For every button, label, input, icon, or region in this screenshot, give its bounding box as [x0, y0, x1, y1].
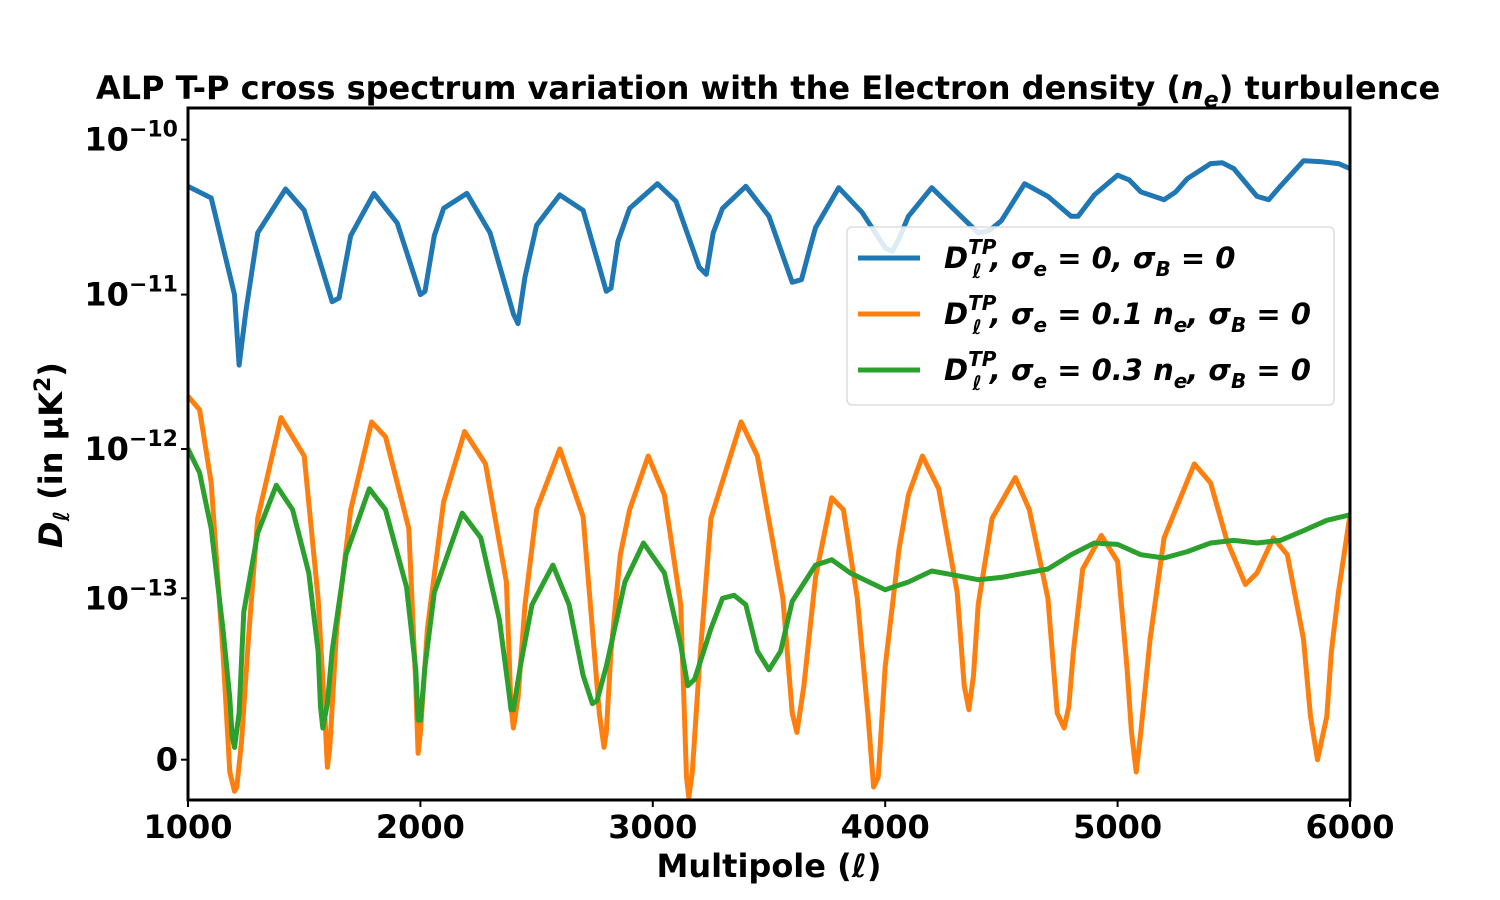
legend-box — [846, 226, 1335, 406]
x-tick-label: 2000 — [376, 808, 465, 846]
chart-title: ALP T-P cross spectrum variation with th… — [96, 69, 1440, 113]
y-tick-label: 0 — [156, 741, 178, 779]
series-layer — [188, 158, 1350, 800]
x-tick-label: 4000 — [841, 808, 930, 846]
y-tick-label: 10−13 — [84, 576, 178, 617]
x-tick-label: 1000 — [143, 808, 232, 846]
legend-items: DTP ℓ, σe = 0, σB = 0 DTP ℓ, σe = 0.1 ne, σ… — [858, 235, 1311, 395]
legend-label-1: DTP ℓ, σe = 0, σB = 0 — [944, 235, 1235, 283]
y-tick-label: 10−12 — [84, 427, 178, 468]
legend-label-3: DTP ℓ, σe = 0.3 ne, σB = 0 — [944, 347, 1311, 395]
x-tick-label: 5000 — [1073, 808, 1162, 846]
x-axis-label: Multipole (ℓ) — [657, 847, 882, 885]
y-tick-label: 10−10 — [84, 118, 178, 159]
series-line-1 — [188, 158, 1350, 368]
series-line-3 — [188, 446, 1350, 750]
y-axis-ticks: 0 10−13 10−12 10−11 10−10 — [84, 118, 188, 779]
y-tick-label: 10−11 — [84, 273, 178, 314]
x-axis-ticks: 1000 2000 3000 4000 5000 6000 — [143, 800, 1395, 846]
series-line-2 — [188, 393, 1350, 800]
x-tick-label: 6000 — [1305, 808, 1394, 846]
plot-frame — [186, 106, 1352, 802]
y-axis-label: Dℓ (in μK2) — [31, 362, 75, 548]
legend: DTP ℓ, σe = 0, σB = 0 DTP ℓ, σe = 0.1 ne, σ… — [846, 226, 1335, 406]
x-tick-label: 3000 — [608, 808, 697, 846]
legend-label-2: DTP ℓ, σe = 0.1 ne, σB = 0 — [944, 291, 1311, 339]
